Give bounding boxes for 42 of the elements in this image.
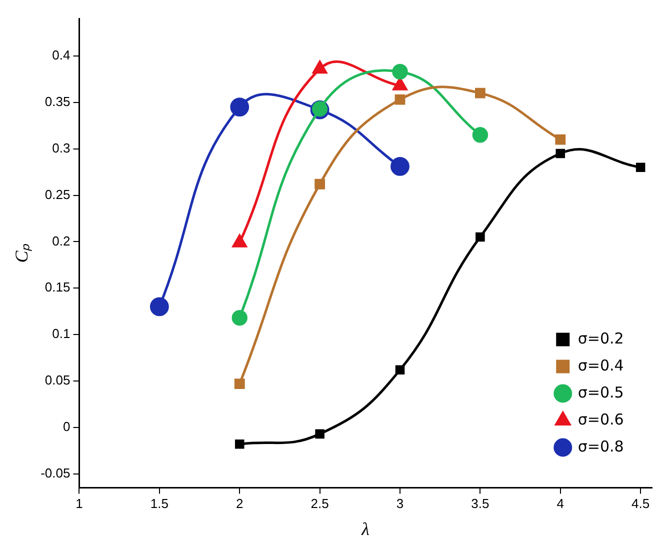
point	[234, 378, 245, 389]
point	[636, 162, 646, 172]
point	[472, 127, 488, 143]
point	[394, 94, 406, 105]
point	[314, 178, 326, 190]
x-tick-label: 1	[76, 496, 83, 512]
legend-label: σ=0.2	[578, 329, 624, 348]
x-tick-label: 1.5	[150, 496, 168, 512]
legend-label: σ=0.6	[578, 410, 624, 428]
y-tick-label: 0.35	[44, 94, 70, 109]
point	[234, 440, 244, 449]
x-tick-label: 2	[236, 496, 244, 512]
y-tick-label: 0.3	[52, 140, 70, 156]
y-axis-title: Cₚ	[12, 242, 33, 263]
point	[556, 148, 566, 158]
y-tick-label: 0.1	[52, 326, 70, 342]
x-tick-label: 3	[396, 496, 404, 512]
y-tick-label: -0.05	[40, 465, 70, 480]
point	[474, 88, 486, 98]
point	[555, 134, 566, 145]
point	[315, 429, 324, 439]
x-tick-label: 4	[556, 496, 564, 512]
legend-label: σ=0.5	[578, 383, 624, 402]
point	[392, 64, 408, 80]
x-tick-label: 4.5	[632, 496, 650, 512]
x-tick-label: 2.5	[310, 496, 329, 512]
y-tick-label: 0.2	[52, 233, 70, 248]
point	[476, 232, 485, 242]
y-tick-label: 0.25	[44, 186, 70, 202]
y-tick-label: 0.05	[44, 372, 70, 388]
point	[390, 157, 410, 176]
y-tick-label: 0.15	[44, 280, 70, 295]
x-axis-title: λ	[360, 518, 370, 539]
point	[230, 98, 250, 116]
point	[232, 310, 248, 326]
x-tick-label: 3.5	[471, 496, 490, 512]
y-tick-label: 0	[62, 419, 70, 434]
legend-label: σ=0.8	[578, 437, 624, 456]
legend-label: σ=0.4	[578, 356, 624, 374]
y-tick-label: 0.4	[52, 48, 70, 63]
point	[395, 365, 405, 374]
point	[150, 297, 169, 316]
